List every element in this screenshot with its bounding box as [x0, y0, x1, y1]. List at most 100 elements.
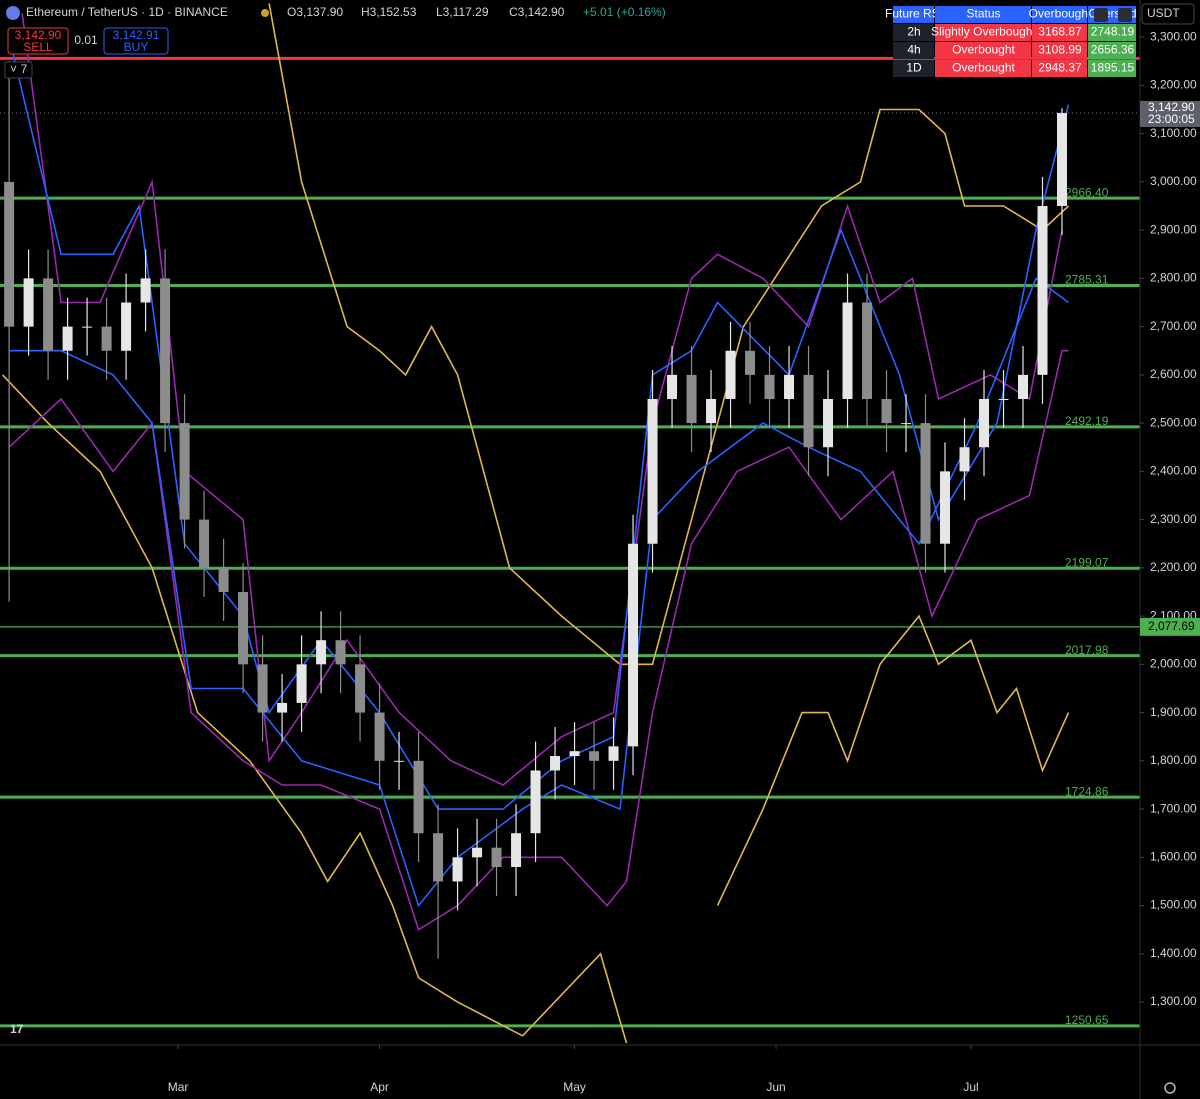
y-tick-label: 1,600.00 — [1150, 849, 1197, 863]
candle-body — [764, 374, 775, 399]
table-cell — [935, 60, 1031, 77]
y-tick-label: 2,600.00 — [1150, 367, 1197, 381]
y-tick-label: 3,200.00 — [1150, 78, 1197, 92]
candle-body — [608, 746, 619, 761]
y-tick-label: 2,900.00 — [1150, 222, 1197, 236]
currency-select[interactable] — [1141, 3, 1195, 25]
x-tick-label: Jul — [963, 1080, 978, 1094]
candle-body — [121, 302, 132, 351]
table-cell-text: 2h — [907, 25, 920, 39]
table-header: Status — [966, 7, 1000, 21]
indicator-line — [8, 349, 1069, 931]
candle-body — [160, 278, 171, 424]
candle-body — [745, 350, 756, 375]
candle-body — [394, 760, 405, 762]
candle-body — [257, 664, 268, 713]
indicator-line — [268, 3, 1070, 666]
y-tick-label: 1,400.00 — [1150, 946, 1197, 960]
candle-body — [803, 374, 814, 448]
ohlc-open: O3,137.90 — [287, 5, 343, 19]
y-tick-label: 2,300.00 — [1150, 512, 1197, 526]
table-cell-text: 4h — [907, 43, 920, 57]
candle-body — [1037, 206, 1048, 375]
candle-body — [335, 640, 346, 665]
y-tick-label: 1,900.00 — [1150, 705, 1197, 719]
y-tick-label: 3,000.00 — [1150, 174, 1197, 188]
candle-body — [1018, 374, 1029, 399]
candle-body — [920, 423, 931, 544]
level-label: 2785.31 — [1065, 273, 1109, 287]
candle-body — [550, 756, 561, 771]
table-cell-text: 2948.37 — [1038, 61, 1082, 75]
plot-area: 2966.40 2785.31 2492.19 2199.07 2017.98 1724.… — [0, 3, 1140, 1044]
sell-button[interactable] — [7, 27, 69, 55]
level-label: 1250.65 — [1065, 1013, 1109, 1027]
candle-body — [511, 833, 522, 867]
indicator-count[interactable]: 7 — [21, 62, 28, 76]
table-cell — [935, 42, 1031, 59]
table-header: Overbought — [1029, 7, 1092, 21]
buy-price[interactable]: 3,142.91 — [113, 28, 160, 42]
settings-icon[interactable] — [1164, 1082, 1176, 1094]
icon[interactable] — [1118, 8, 1132, 22]
level-label: 1724.86 — [1065, 784, 1109, 798]
candle-body — [316, 640, 327, 665]
indicators-toggle[interactable] — [4, 61, 33, 79]
table-header-cell — [935, 6, 1031, 23]
icon[interactable] — [1094, 8, 1108, 22]
last-price-box — [1140, 100, 1200, 127]
table-cell — [1088, 60, 1136, 77]
candle-body — [218, 567, 229, 592]
candle-body — [296, 664, 307, 703]
last-price-label: 3,142.90 — [1148, 100, 1195, 114]
sell-price[interactable]: 3,142.90 — [15, 28, 62, 42]
candle-body — [62, 326, 73, 351]
y-tick-label: 2,000.00 — [1150, 657, 1197, 671]
candle-body — [686, 374, 697, 424]
x-tick-label: Jun — [766, 1080, 785, 1094]
y-tick-label: 2,500.00 — [1150, 415, 1197, 429]
candle-body — [1057, 112, 1068, 207]
y-tick-label: 1,800.00 — [1150, 753, 1197, 767]
buy-button[interactable] — [103, 27, 169, 55]
table-cell-text: Overbought — [952, 43, 1015, 57]
table-cell — [1088, 24, 1136, 41]
ohlc-high: H3,152.53 — [361, 5, 417, 19]
candle-body — [725, 350, 736, 399]
candle-body — [238, 591, 249, 665]
table-cell-text: 1D — [906, 61, 922, 75]
table-cell — [1032, 42, 1087, 59]
sell-label[interactable]: SELL — [23, 40, 53, 54]
candle-body — [452, 857, 463, 882]
candle-body — [199, 519, 210, 568]
candle-body — [998, 398, 1009, 400]
ohlc-change: +5.01 (+0.16%) — [583, 5, 666, 19]
table-cell-text: 2656.36 — [1091, 43, 1135, 57]
candle-body — [784, 374, 795, 399]
candle-body — [433, 833, 444, 882]
indicator-line — [9, 277, 1069, 908]
table-cell-text: 3108.99 — [1038, 43, 1082, 57]
candle-body — [43, 278, 54, 351]
candle-body — [101, 326, 112, 351]
candle-body — [472, 847, 483, 858]
candle-body — [823, 398, 834, 448]
y-tick-label: 1,500.00 — [1150, 898, 1197, 912]
candle-body — [82, 326, 93, 328]
candle-body — [140, 278, 151, 303]
level-label: 2017.98 — [1065, 643, 1109, 657]
x-tick-label: Mar — [168, 1080, 189, 1094]
candle-body — [979, 398, 990, 448]
y-tick-label: 2,700.00 — [1150, 319, 1197, 333]
quantity: 0.01 — [74, 33, 98, 47]
level-price-box — [1140, 617, 1200, 636]
currency[interactable]: USDT — [1147, 6, 1180, 20]
table-cell — [1032, 24, 1087, 41]
buy-label[interactable]: BUY — [124, 40, 149, 54]
candle-body — [374, 712, 385, 761]
candle-body — [959, 447, 970, 472]
chevron[interactable]: ˅ — [10, 62, 17, 76]
x-tick-label: Apr — [370, 1080, 389, 1094]
x-tick-label: May — [563, 1080, 586, 1094]
